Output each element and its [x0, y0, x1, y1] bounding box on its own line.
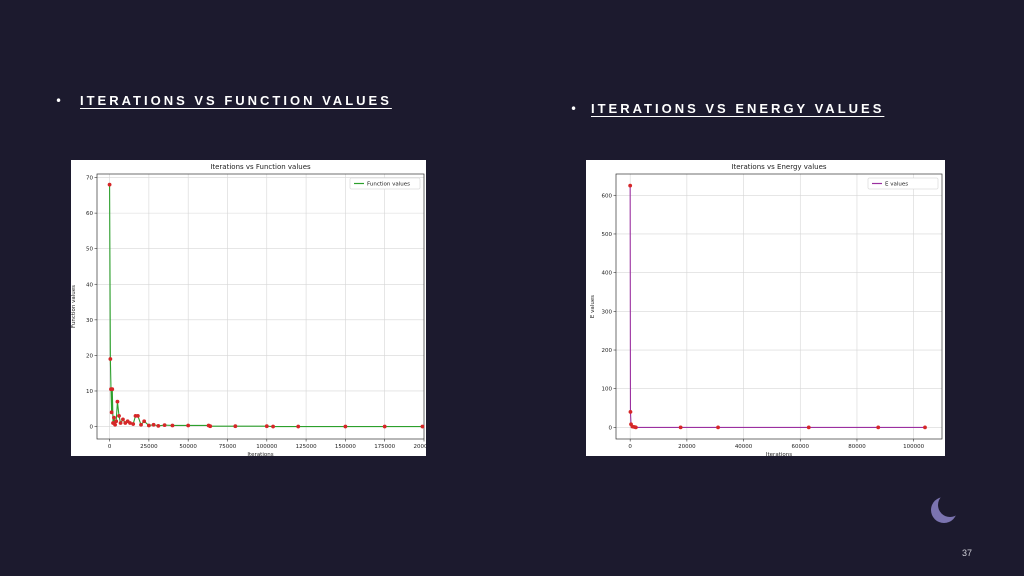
- chart1-ytick-label-1: 10: [86, 389, 93, 395]
- chart2-frame: [615, 173, 943, 440]
- chart1-xtick-label-0: 0: [108, 444, 112, 450]
- bullet-left: •: [55, 94, 63, 108]
- chart1-point-0-16: [131, 422, 136, 426]
- chart1-ytick-label-7: 70: [86, 176, 93, 182]
- chart2-ytick-label-0: 0: [609, 425, 613, 431]
- chart2-ytick-label-4: 400: [602, 271, 613, 277]
- chart2-ytick-label-3: 300: [602, 309, 613, 315]
- chart1-point-0-9: [115, 399, 120, 404]
- chart1-ytick-label-0: 0: [90, 425, 94, 431]
- chart1-point-0-21: [146, 423, 151, 428]
- chart2-point-0-6: [678, 425, 683, 430]
- chart2-point-0-0: [628, 183, 633, 188]
- heading-energy-values: ITERATIONS VS ENERGY VALUES: [591, 101, 885, 116]
- bullet-right: •: [570, 102, 578, 116]
- energy-values-chart: Iterations vs Energy values 0 20000 40000 60…: [586, 160, 945, 456]
- energy-values-chart-svg: Iterations vs Energy values 0 20000 40000 60…: [590, 163, 943, 456]
- chart1-point-0-4: [110, 387, 115, 392]
- chart1-series-line-0: [109, 184, 423, 428]
- chart1-xlabel: Iterations: [247, 452, 273, 456]
- chart1-title: Iterations vs Function values: [210, 163, 311, 171]
- chart2-ytick-label-1: 100: [602, 387, 613, 393]
- chart2-ytick-label-5: 500: [602, 232, 613, 238]
- page-number: 37: [962, 548, 973, 558]
- chart1-xtick-label-3: 75000: [219, 444, 237, 450]
- chart2-legend-box: [867, 177, 939, 190]
- chart2-xtick-label-2: 40000: [735, 444, 753, 450]
- chart1-point-0-12: [121, 417, 125, 422]
- chart1-point-0-6: [112, 415, 116, 420]
- chart1-point-0-0: [107, 182, 112, 187]
- chart1-ytick-label-2: 20: [86, 353, 93, 359]
- chart2-ytick-label-2: 200: [602, 348, 613, 354]
- chart2-xtick-label-1: 20000: [678, 444, 696, 450]
- chart1-xtick-label-5: 125000: [296, 444, 317, 450]
- chart1-xtick-label-4: 100000: [256, 444, 277, 450]
- chart1-point-0-15: [128, 421, 132, 425]
- chart1-xtick-label-6: 150000: [335, 444, 356, 450]
- chart1-point-0-19: [139, 422, 143, 427]
- chart2-xtick-label-4: 80000: [848, 444, 866, 450]
- chart2-point-0-8: [806, 425, 811, 430]
- heading-function-values: ITERATIONS VS FUNCTION VALUES: [80, 93, 392, 108]
- chart1-ytick-label-5: 50: [86, 247, 93, 253]
- chart1-point-0-25: [170, 423, 175, 428]
- chart1-point-0-32: [296, 424, 301, 429]
- chart1-point-0-33: [343, 424, 348, 429]
- chart2-title: Iterations vs Energy values: [731, 163, 826, 171]
- chart2-xlabel: Iterations: [766, 452, 792, 456]
- chart2-point-0-5: [633, 425, 638, 430]
- chart1-point-0-35: [420, 424, 425, 429]
- function-values-chart: Iterations vs Function values 0 25000 50000…: [71, 160, 426, 456]
- chart2-legend-label-0: E values: [885, 182, 908, 188]
- chart1-point-0-1: [108, 357, 113, 361]
- chart1-point-0-23: [156, 423, 161, 428]
- chart2-point-0-9: [876, 425, 881, 430]
- chart1-ytick-label-3: 30: [86, 318, 93, 324]
- chart2-xtick-label-0: 0: [628, 444, 632, 450]
- chart1-point-0-29: [233, 424, 238, 429]
- chart1-frame: [96, 173, 425, 440]
- chart1-point-0-26: [186, 423, 191, 428]
- crescent-moon-icon: [931, 497, 957, 523]
- chart1-point-0-24: [162, 423, 167, 428]
- chart2-point-0-1: [628, 410, 633, 414]
- chart1-ylabel: Function values: [71, 285, 77, 328]
- chart1-legend-label-0: Function values: [367, 182, 410, 188]
- chart1-point-0-8: [114, 419, 119, 424]
- chart1-point-0-22: [151, 422, 156, 427]
- chart1-ytick-label-4: 40: [86, 282, 93, 288]
- chart1-xtick-label-8: 200000: [414, 444, 427, 450]
- chart2-series-line-0: [629, 185, 925, 428]
- chart1-point-0-10: [117, 413, 121, 418]
- chart1-point-0-7: [113, 422, 117, 427]
- chart1-point-0-18: [135, 413, 140, 418]
- chart1-ytick-label-6: 60: [86, 211, 93, 217]
- function-values-chart-svg: Iterations vs Function values 0 25000 50000…: [71, 163, 427, 456]
- chart1-xtick-label-2: 50000: [179, 444, 197, 450]
- chart2-ytick-label-6: 600: [602, 193, 613, 199]
- chart1-xtick-label-1: 25000: [140, 444, 158, 450]
- chart1-point-0-34: [382, 424, 387, 429]
- chart2-xtick-label-3: 60000: [792, 444, 810, 450]
- chart2-point-0-10: [923, 425, 927, 430]
- chart1-point-0-20: [142, 419, 147, 424]
- chart2-xtick-label-5: 100000: [903, 444, 924, 450]
- chart1-point-0-28: [208, 424, 213, 429]
- chart2-ylabel: E values: [590, 295, 596, 318]
- chart1-xtick-label-7: 175000: [374, 444, 395, 450]
- chart1-point-0-30: [264, 424, 269, 429]
- chart2-point-0-7: [716, 425, 720, 430]
- chart1-point-0-11: [118, 421, 123, 425]
- chart1-legend-box: [349, 177, 421, 190]
- chart1-point-0-3: [109, 410, 114, 415]
- chart1-point-0-31: [271, 424, 275, 429]
